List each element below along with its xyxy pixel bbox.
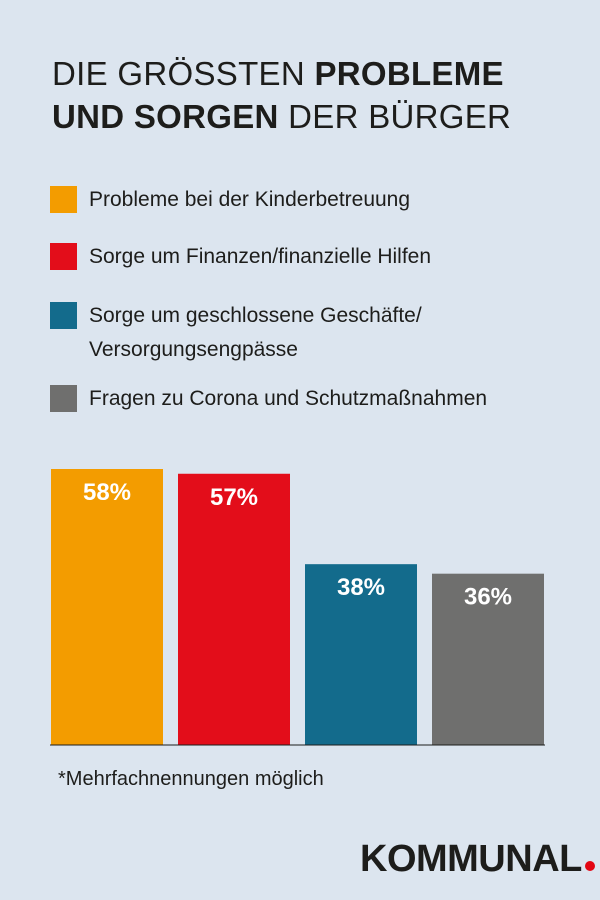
title-line-2-bold: UND SORGEN (52, 98, 279, 135)
legend-swatch (50, 186, 77, 213)
bar-value-label: 58% (83, 479, 131, 506)
title-line-2: UND SORGEN DER BÜRGER (52, 95, 572, 138)
bar-value-label: 36% (464, 584, 512, 611)
logo-dot (584, 861, 595, 871)
title-line-1-bold: PROBLEME (314, 55, 504, 92)
logo-text: KOMMUNAL (360, 838, 582, 880)
legend-swatch (50, 385, 77, 412)
bar-1 (51, 469, 163, 745)
bar-4 (432, 573, 544, 745)
title-line-1-light: DIE GRÖSSTEN (52, 55, 315, 92)
title-line-2-light: DER BÜRGER (278, 98, 512, 135)
legend-label: Fragen zu Corona und Schutzmaßnahmen (89, 387, 488, 410)
bar-2 (178, 473, 290, 745)
bar-3 (305, 564, 417, 745)
bar-value-label: 38% (337, 574, 385, 601)
legend-item-geschaefte: Sorge um geschlossene Geschäfte/ Versorg… (50, 299, 569, 367)
title-line-1: DIE GRÖSSTEN PROBLEME (52, 52, 572, 95)
legend-label: Probleme bei der Kinderbetreuung (89, 188, 411, 211)
legend-swatch (50, 302, 77, 329)
chart-title: DIE GRÖSSTEN PROBLEME UND SORGEN DER BÜR… (52, 52, 572, 138)
legend-item-corona: Fragen zu Corona und Schutzmaßnahmen (50, 382, 569, 416)
legend-swatch (50, 243, 77, 270)
legend-label: Sorge um Finanzen/finanzielle Hilfen (89, 245, 432, 268)
legend-label: Sorge um geschlossene Geschäfte/ Versorg… (89, 304, 422, 361)
bar-value-label: 57% (210, 484, 258, 511)
kommunal-logo: KOMMUNAL (360, 838, 595, 881)
legend-item-kinderbetreuung: Probleme bei der Kinderbetreuung (50, 183, 569, 217)
footnote: *Mehrfachnennungen möglich (58, 768, 324, 790)
legend-item-finanzen: Sorge um Finanzen/finanzielle Hilfen (50, 240, 569, 274)
